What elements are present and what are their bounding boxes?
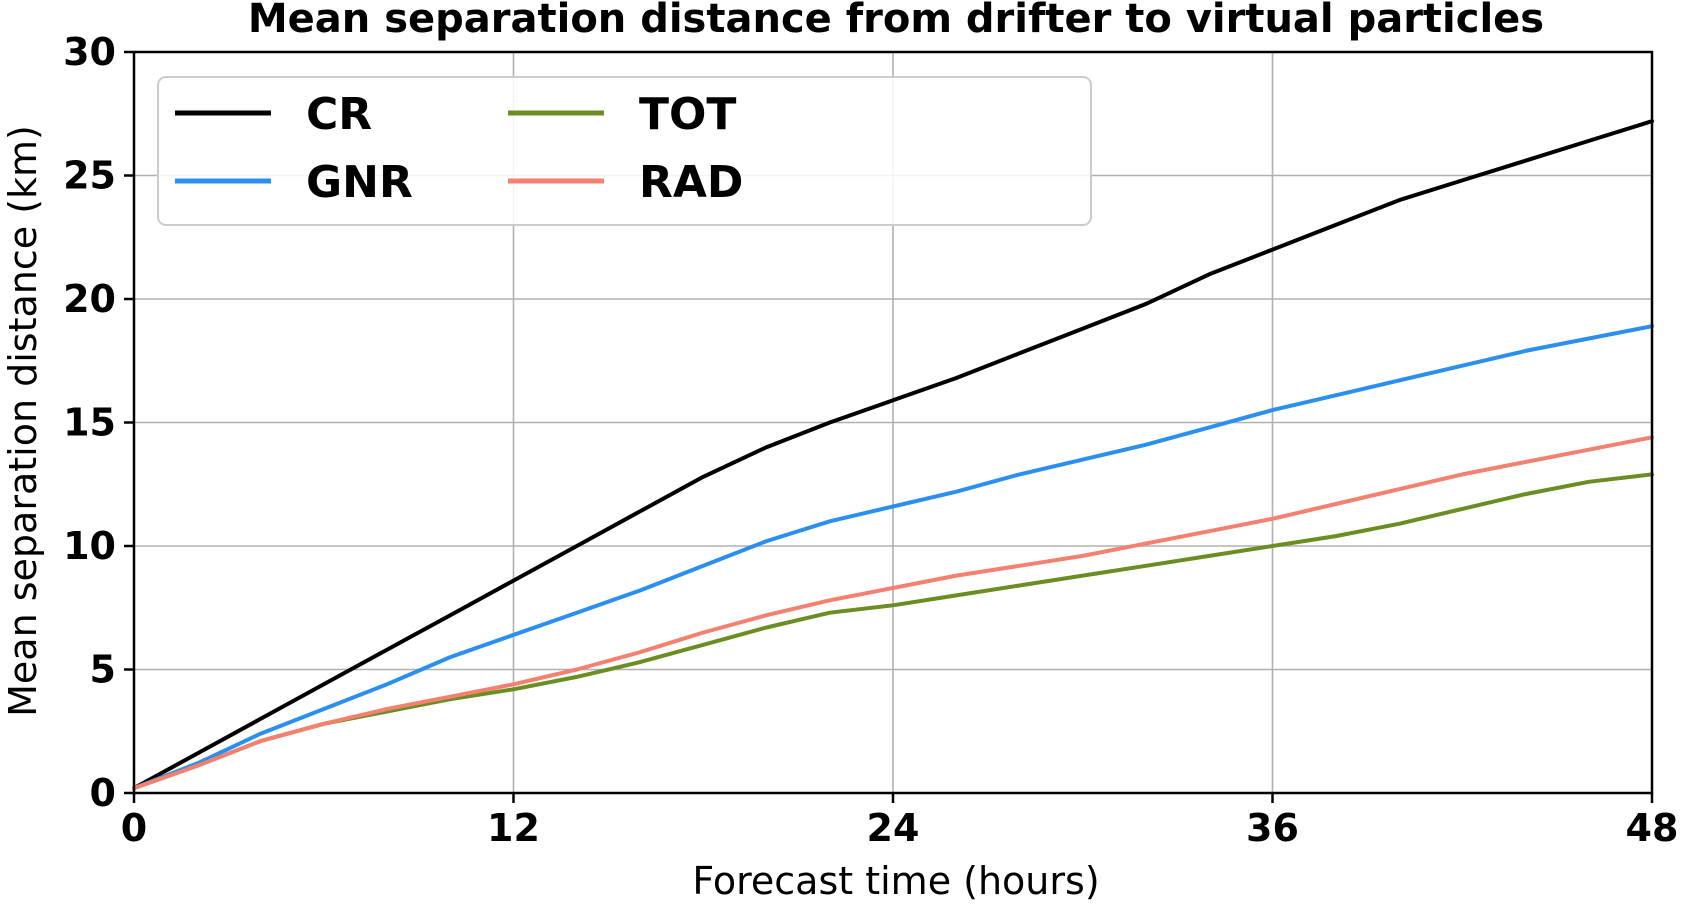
series-line-cr (132, 119, 1654, 791)
legend: CR GNR TOT RAD (157, 76, 1092, 226)
y-tick-label: 5 (90, 648, 116, 692)
tick-labels: 0 12 24 36 48 0 5 10 15 20 25 30 (63, 30, 1678, 850)
y-tick-label: 20 (63, 277, 116, 321)
legend-box (157, 76, 1092, 226)
series-line-gnr (132, 324, 1654, 791)
series-group (132, 119, 1654, 791)
x-tick-label: 48 (1626, 806, 1679, 850)
legend-item-tot: TOT (508, 89, 736, 140)
y-tick-label: 15 (63, 401, 116, 445)
legend-label: RAD (639, 157, 743, 208)
legend-label: TOT (639, 89, 736, 140)
legend-item-gnr: GNR (175, 157, 413, 208)
y-axis-label: Mean separation distance (km) (1, 125, 45, 717)
x-tick-label: 12 (487, 806, 540, 850)
series-line-tot (132, 472, 1654, 791)
legend-item-rad: RAD (508, 157, 743, 208)
series-line-rad (132, 435, 1654, 791)
y-tick-label: 30 (63, 30, 116, 74)
legend-item-cr: CR (175, 89, 372, 140)
chart-title: Mean separation distance from drifter to… (248, 0, 1544, 42)
x-tick-label: 36 (1246, 806, 1299, 850)
legend-label: CR (306, 89, 372, 140)
x-tick-label: 24 (867, 806, 920, 850)
y-tick-label: 0 (90, 771, 116, 815)
x-tick-label: 0 (121, 806, 147, 850)
y-tick-label: 25 (63, 154, 116, 198)
legend-label: GNR (306, 157, 413, 208)
ticks (124, 50, 1654, 803)
x-axis-label: Forecast time (hours) (692, 859, 1099, 903)
y-tick-label: 10 (63, 524, 116, 568)
